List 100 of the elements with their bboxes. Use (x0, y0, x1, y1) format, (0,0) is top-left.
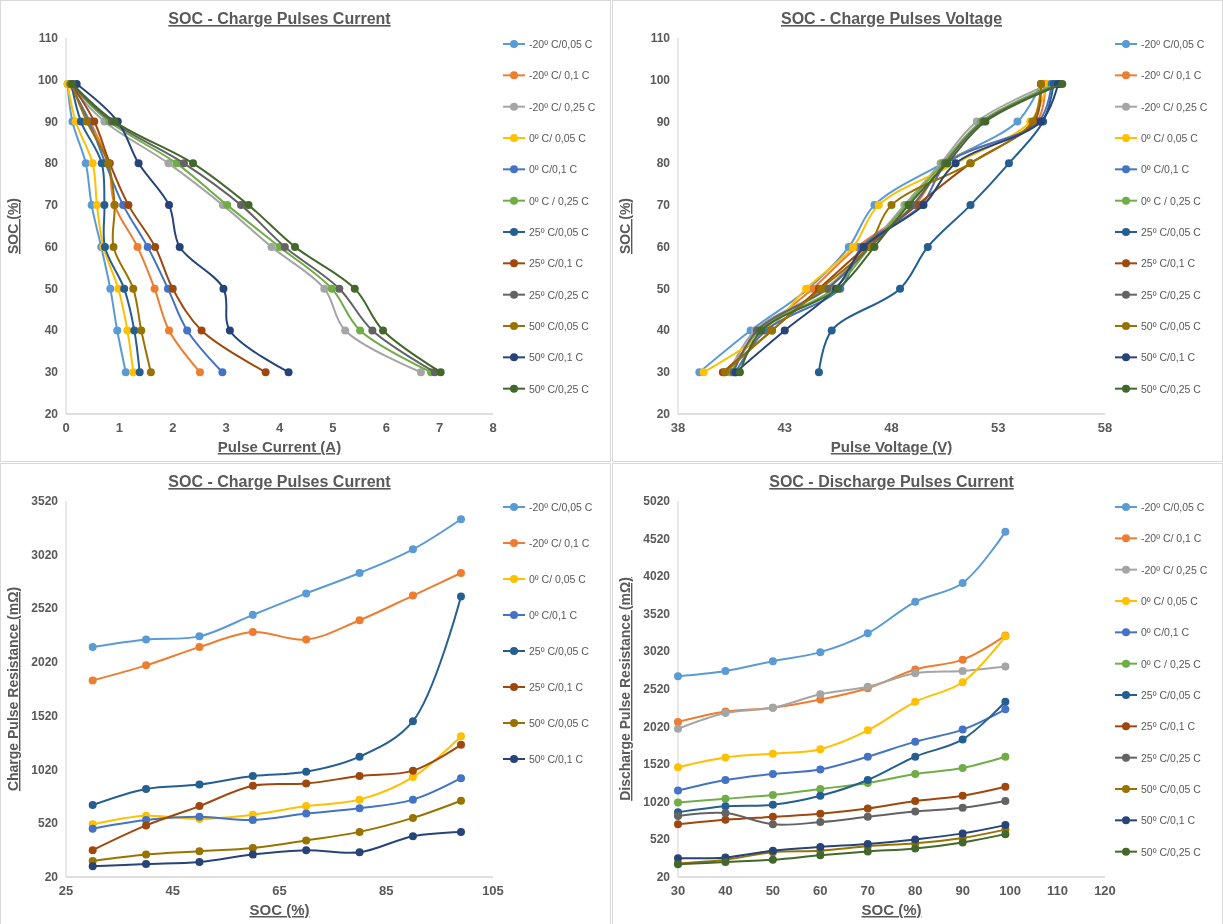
x-tick-label: 2 (169, 420, 177, 435)
legend-label: -20º C/0,05 C (1141, 501, 1205, 513)
legend-label: 0º C/ 0,05 C (1141, 132, 1199, 144)
x-axis-title: Pulse Current (A) (217, 438, 342, 455)
x-tick-label: 6 (382, 420, 390, 435)
legend-label: 50º C/0,05 C (529, 717, 590, 729)
point (261, 368, 270, 377)
x-tick-label: 4 (275, 420, 284, 435)
point (195, 802, 204, 811)
point (142, 821, 151, 830)
point (1001, 821, 1010, 830)
point (106, 284, 115, 293)
point (456, 774, 465, 783)
x-tick-label: 100 (999, 883, 1021, 898)
point (81, 159, 90, 168)
y-tick-label: 40 (656, 323, 671, 338)
legend-label: 50º C/0,05 C (1141, 783, 1202, 795)
point (911, 597, 920, 606)
point (768, 749, 777, 758)
point (958, 666, 967, 675)
y-tick-label: 3020 (31, 547, 59, 562)
y-tick-label: 30 (44, 365, 59, 380)
y-tick-label: 20 (44, 407, 59, 421)
point (816, 842, 825, 851)
y-axis-title: Discharge Pulse Resistance (mΩ) (617, 577, 633, 801)
point (958, 735, 967, 744)
point (248, 772, 257, 781)
point (721, 794, 730, 803)
point (674, 718, 682, 727)
point (674, 672, 682, 681)
y-tick-label: 50 (656, 281, 671, 296)
point (183, 326, 192, 335)
point (768, 657, 777, 666)
point (911, 669, 920, 678)
point (248, 628, 257, 637)
point (237, 201, 246, 210)
point (674, 724, 682, 733)
point (223, 201, 232, 210)
point (109, 242, 118, 251)
point (814, 368, 823, 377)
x-tick-label: 5 (329, 420, 337, 435)
y-tick-label: 30 (656, 365, 671, 380)
point (137, 326, 146, 335)
point (90, 117, 99, 126)
y-tick-label: 1520 (643, 757, 671, 772)
point (130, 326, 139, 335)
point (284, 368, 293, 377)
y-tick-label: 60 (656, 239, 671, 254)
point (674, 763, 682, 772)
point (816, 785, 825, 794)
point (302, 635, 311, 644)
y-tick-label: 2020 (643, 719, 671, 734)
y-tick-label: 110 (38, 31, 59, 45)
y-tick-label: 1020 (643, 794, 671, 809)
x-tick-label: 25 (58, 883, 74, 898)
legend-label: 50º C/0,25 C (1141, 845, 1202, 858)
point (674, 812, 682, 821)
x-tick-label: 90 (955, 883, 970, 898)
point (721, 815, 730, 824)
point (721, 666, 730, 675)
point (816, 791, 825, 800)
legend-label: 25º C/0,1 C (529, 257, 584, 270)
x-axis-title: SOC (%) (861, 901, 922, 918)
point (142, 661, 151, 670)
point (179, 159, 188, 168)
point (355, 804, 364, 813)
legend-label: 25º C/0,25 C (1141, 288, 1202, 301)
legend-label: 25º C/0,05 C (529, 226, 590, 238)
legend-label: 0º C/0,1 C (1141, 163, 1190, 176)
point (816, 818, 825, 827)
y-tick-label: 70 (656, 198, 671, 213)
point (88, 862, 97, 871)
point (150, 284, 159, 293)
point (699, 368, 708, 377)
x-tick-label: 105 (482, 883, 504, 898)
point (735, 368, 744, 377)
point (302, 846, 311, 855)
point (355, 616, 364, 625)
y-tick-label: 90 (44, 114, 59, 129)
point (121, 368, 130, 377)
point (874, 201, 883, 210)
point (88, 846, 97, 855)
point (408, 545, 417, 554)
y-tick-label: 70 (44, 198, 59, 213)
y-tick-label: 1020 (31, 762, 59, 777)
point (302, 589, 311, 598)
point (135, 368, 144, 377)
point (768, 769, 777, 778)
y-axis-title: SOC (%) (5, 198, 21, 254)
y-tick-label: 3520 (31, 494, 59, 508)
legend-label: -20º C/ 0,25 C (1141, 563, 1208, 576)
point (197, 326, 206, 335)
point (1001, 797, 1010, 806)
point (355, 795, 364, 804)
y-tick-label: 3020 (643, 644, 671, 659)
point (219, 284, 228, 293)
point (816, 690, 825, 699)
point (88, 801, 97, 810)
x-tick-label: 0 (62, 420, 70, 435)
legend-label: 50º C/0,25 C (529, 382, 590, 395)
